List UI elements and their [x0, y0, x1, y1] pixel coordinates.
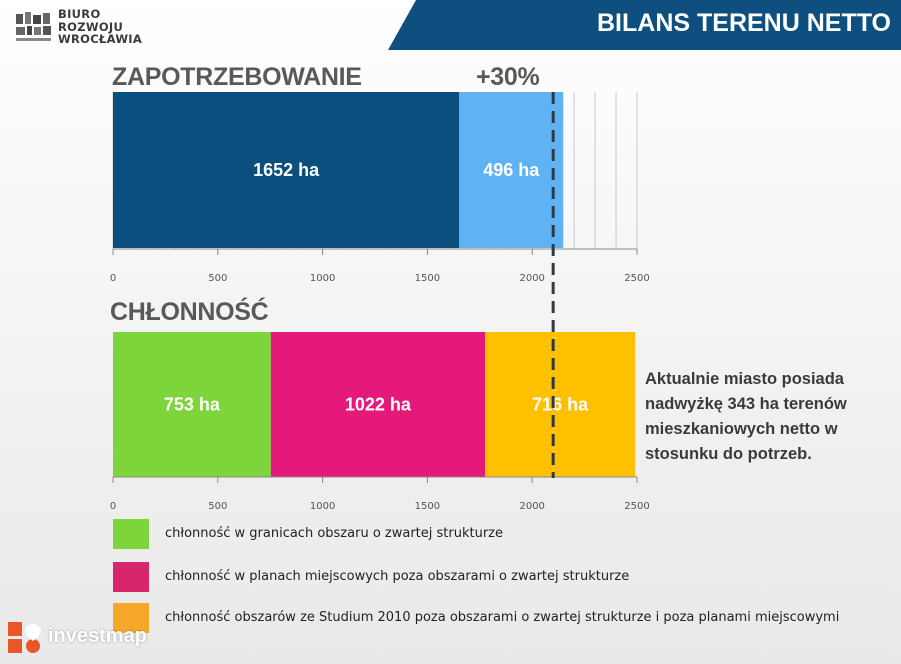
bar-label: 1652 ha [253, 160, 320, 180]
bar-segment [113, 332, 271, 477]
tick-label: 500 [208, 273, 227, 284]
legend-swatch [113, 562, 149, 592]
bar-label: 716 ha [532, 395, 589, 415]
demand-label: ZAPOTRZEBOWANIE [112, 63, 362, 91]
capacity-label: CHŁONNOŚĆ [110, 298, 269, 326]
legend-label: chłonność w granicach obszaru o zwartej … [165, 526, 503, 541]
bar-label: 753 ha [164, 395, 221, 415]
logo-line: ROZWOJU [58, 19, 124, 34]
investmap-logo-icon [8, 622, 41, 653]
logo-line: WROCŁAWIA [58, 32, 143, 46]
logo-text: BIURO ROZWOJU WROCŁAWIA [58, 8, 142, 46]
tick-label: 2000 [519, 501, 544, 512]
logo-line: BIURO [58, 7, 101, 21]
demand-extra-label: +30% [476, 63, 540, 91]
page-title: BILANS TERENU NETTO [597, 9, 891, 37]
bar-segment [113, 92, 460, 248]
tick-label: 2500 [624, 273, 649, 284]
title-band: BILANS TERENU NETTO [388, 0, 901, 50]
bar-segment [485, 332, 636, 477]
tick-label: 1000 [310, 501, 335, 512]
watermark-text: investmap [48, 625, 147, 647]
summary-note: Aktualnie miasto posiada nadwyżkę 343 ha… [645, 370, 847, 463]
bar-segment [270, 332, 486, 477]
tick-label: 2000 [519, 273, 544, 284]
tick-label: 2500 [624, 501, 649, 512]
bar-segment [459, 92, 564, 248]
tick-label: 0 [110, 501, 116, 512]
tick-label: 500 [208, 501, 227, 512]
tick-label: 1500 [415, 273, 440, 284]
legend-label: chłonność obszarów ze Studium 2010 poza … [165, 610, 840, 625]
legend-swatch [113, 519, 149, 549]
tick-label: 1500 [415, 501, 440, 512]
legend-label: chłonność w planach miejscowych poza obs… [165, 569, 630, 584]
logo: BIURO ROZWOJU WROCŁAWIA [14, 8, 144, 52]
bar-label: 1022 ha [345, 395, 412, 415]
logo-building-icon [16, 12, 51, 41]
legend-swatch [113, 603, 149, 633]
tick-label: 0 [110, 273, 116, 284]
tick-label: 1000 [310, 273, 335, 284]
bar-label: 496 ha [483, 160, 540, 180]
